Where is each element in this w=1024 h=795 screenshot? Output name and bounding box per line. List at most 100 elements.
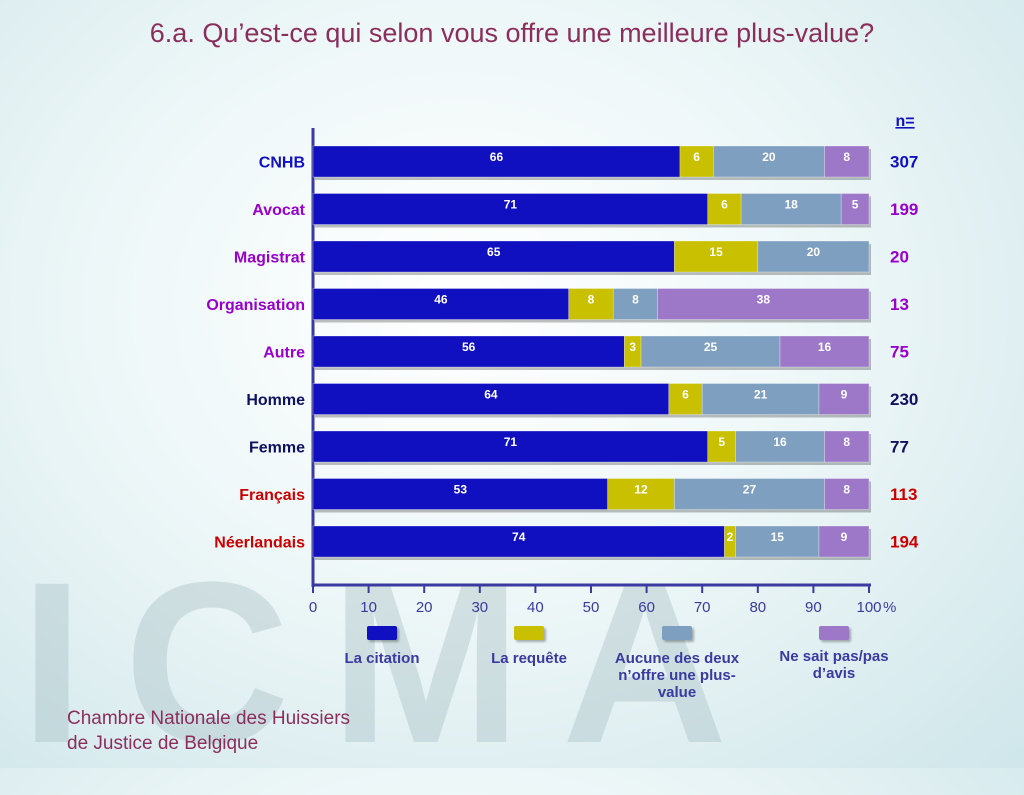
x-tick-label: 10 (360, 599, 377, 616)
n-header: n= (895, 113, 914, 130)
bar-segment (701, 383, 820, 415)
data-label: 9 (841, 530, 848, 544)
n-value: 77 (890, 438, 909, 457)
bar-segment (312, 335, 625, 368)
x-tick-label: 50 (583, 599, 600, 616)
data-label: 46 (434, 293, 448, 307)
n-value: 307 (890, 153, 918, 172)
data-label: 2 (727, 530, 734, 544)
data-label: 27 (743, 483, 757, 497)
category-label: Néerlandais (214, 535, 305, 552)
bar-segment (707, 430, 736, 463)
data-label: 6 (682, 388, 689, 402)
bar-segment (674, 240, 759, 273)
bar-segment (707, 193, 742, 225)
legend-item-ne-sait-pas: Ne sait pas/pas d’avis (760, 626, 908, 682)
legend-item-requete: La requête (474, 626, 584, 667)
data-label: 8 (843, 435, 850, 449)
bar-segment (740, 193, 842, 225)
data-label: 15 (771, 530, 785, 544)
category-label: Français (239, 487, 305, 504)
legend-label-aucune: Aucune des deux n’offre une plus-value (614, 650, 740, 701)
bar-segment (312, 478, 608, 510)
x-tick-label: 40 (527, 599, 544, 616)
data-label: 16 (818, 340, 832, 354)
legend-label-requete: La requête (491, 650, 567, 667)
bar-segment (840, 193, 870, 225)
bar-segment (312, 193, 709, 225)
data-label: 15 (709, 245, 723, 259)
x-tick-label: 20 (416, 599, 433, 616)
data-label: 16 (773, 435, 787, 449)
bar-segment (779, 335, 870, 368)
bar-segment (735, 525, 820, 558)
watermark-logo: ICMA (20, 534, 768, 791)
category-label: Autre (263, 345, 305, 362)
bar-segment (312, 383, 670, 415)
bar-segment (818, 525, 870, 558)
bar-segment (824, 430, 870, 463)
legend-swatch-ne-sait-pas (819, 626, 849, 640)
legend-swatch-citation (367, 626, 397, 640)
n-value: 113 (890, 485, 917, 504)
data-label: 8 (632, 293, 639, 307)
category-label: Organisation (206, 297, 305, 314)
category-label: Femme (249, 440, 305, 457)
data-label: 21 (754, 388, 768, 402)
data-label: 25 (704, 340, 718, 354)
legend-item-citation: La citation (327, 626, 437, 667)
bar-segment (713, 145, 825, 178)
footer-line-2: de Justice de Belgique (67, 733, 259, 754)
x-tick-label: 90 (805, 599, 822, 616)
chart-title: 6.a. Qu’est-ce qui selon vous offre une … (149, 18, 875, 48)
bar-segment (312, 240, 675, 273)
data-label: 53 (454, 483, 468, 497)
bar-segment (612, 288, 659, 320)
category-label: CNHB (259, 155, 305, 172)
x-tick-suffix: % (883, 599, 896, 616)
legend-label-ne-sait-pas: Ne sait pas/pas d’avis (779, 648, 889, 682)
data-label: 71 (504, 435, 518, 449)
data-label: 56 (462, 340, 476, 354)
bar-segment (824, 478, 870, 510)
bar-segment (824, 145, 870, 178)
data-label: 9 (841, 388, 848, 402)
data-label: 18 (784, 198, 798, 212)
data-label: 8 (588, 293, 595, 307)
data-label: 12 (634, 483, 648, 497)
data-label: 65 (487, 245, 501, 259)
data-label: 5 (718, 435, 725, 449)
bar-segment (640, 335, 781, 368)
n-value: 20 (890, 248, 909, 267)
legend-label-citation: La citation (344, 650, 420, 667)
n-value: 75 (890, 343, 909, 362)
bar-segment (312, 525, 725, 558)
bar-segment (607, 478, 675, 510)
x-tick-label: 100 (856, 599, 881, 616)
data-label: 5 (852, 198, 859, 212)
category-label: Magistrat (234, 250, 306, 267)
x-tick-label: 30 (471, 599, 488, 616)
data-label: 20 (807, 245, 821, 259)
data-label: 20 (762, 150, 776, 164)
bar-segment (757, 240, 870, 273)
category-label: Homme (246, 392, 305, 409)
legend-swatch-requete (514, 626, 544, 640)
category-label: Avocat (252, 202, 305, 219)
bar-segment (312, 145, 681, 178)
bar-segment (312, 288, 570, 320)
n-value: 194 (890, 533, 919, 552)
data-label: 6 (721, 198, 728, 212)
data-label: 74 (512, 530, 526, 544)
x-tick-label: 70 (694, 599, 711, 616)
bar-segment (568, 288, 614, 320)
data-label: 8 (843, 150, 850, 164)
bar-segment (312, 430, 709, 463)
legend-item-aucune: Aucune des deux n’offre une plus-value (612, 626, 742, 701)
data-label: 3 (629, 340, 636, 354)
data-label: 64 (484, 388, 498, 402)
x-tick-label: 0 (309, 599, 317, 616)
bar-segment (657, 288, 870, 320)
data-label: 38 (757, 293, 771, 307)
